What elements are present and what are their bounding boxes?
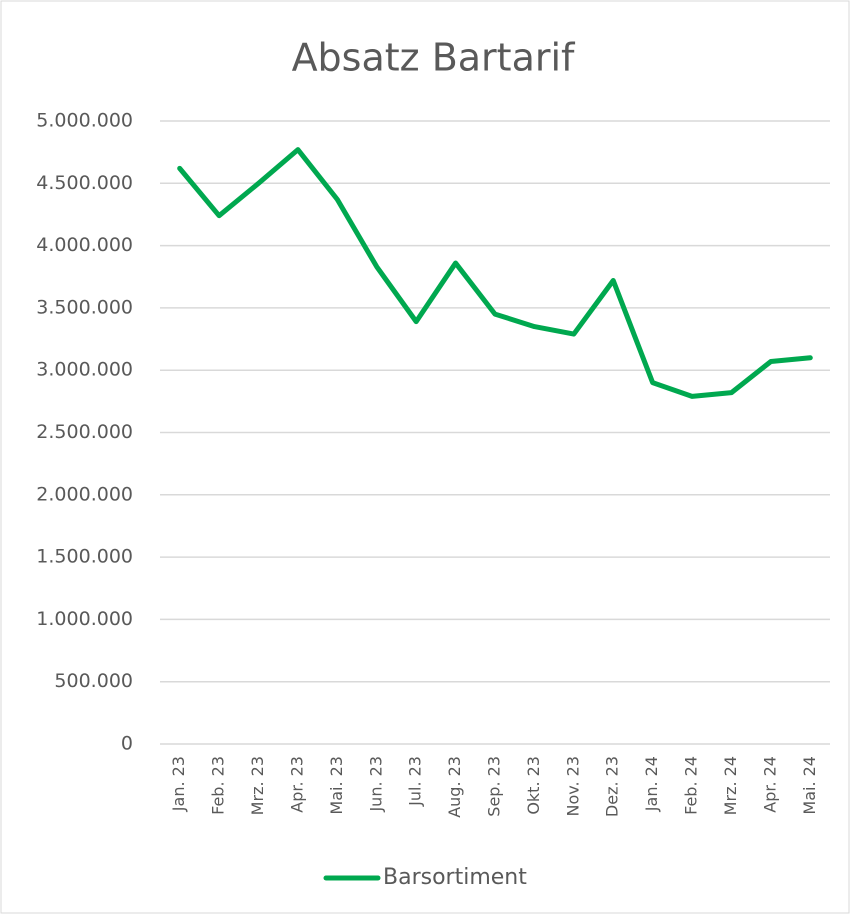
y-tick-label: 1.500.000: [36, 546, 133, 568]
y-tick-label: 5.000.000: [36, 110, 133, 132]
line-series: [177, 147, 813, 399]
y-tick-label: 1.000.000: [36, 608, 133, 630]
y-tick-label: 3.500.000: [36, 296, 133, 318]
y-tick-label: 2.500.000: [36, 421, 133, 443]
chart-title: Absatz Bartarif: [292, 36, 576, 80]
x-tick-label: Jan. 24: [642, 756, 661, 812]
legend-label: Barsortiment: [383, 865, 527, 890]
x-tick-label: Jul. 23: [406, 756, 425, 807]
x-tick-label: Mrz. 24: [721, 756, 740, 815]
x-tick-label: Aug. 23: [445, 756, 464, 818]
x-tick-label: Nov. 23: [563, 756, 582, 817]
y-tick-label: 4.000.000: [36, 234, 133, 256]
x-tick-label: Apr. 24: [760, 756, 779, 813]
y-tick-label: 2.000.000: [36, 483, 133, 505]
y-tick-label: 4.500.000: [36, 172, 133, 194]
x-tick-label: Mai. 23: [327, 756, 346, 815]
x-tick-label: Apr. 23: [287, 756, 306, 813]
x-tick-label: Mrz. 23: [248, 756, 267, 815]
y-tick-label: 3.000.000: [36, 359, 133, 381]
x-tick-label: Feb. 24: [682, 756, 701, 815]
y-tick-label: 500.000: [54, 670, 133, 692]
y-tick-label: 0: [121, 733, 133, 755]
x-tick-label: Mai. 24: [800, 756, 819, 815]
x-tick-label: Feb. 23: [209, 756, 228, 815]
x-tick-label: Jan. 23: [169, 756, 188, 812]
x-tick-label: Okt. 23: [524, 756, 543, 815]
x-tick-label: Jun. 23: [366, 756, 385, 813]
x-tick-label: Dez. 23: [603, 756, 622, 817]
x-tick-label: Sep. 23: [485, 756, 504, 817]
